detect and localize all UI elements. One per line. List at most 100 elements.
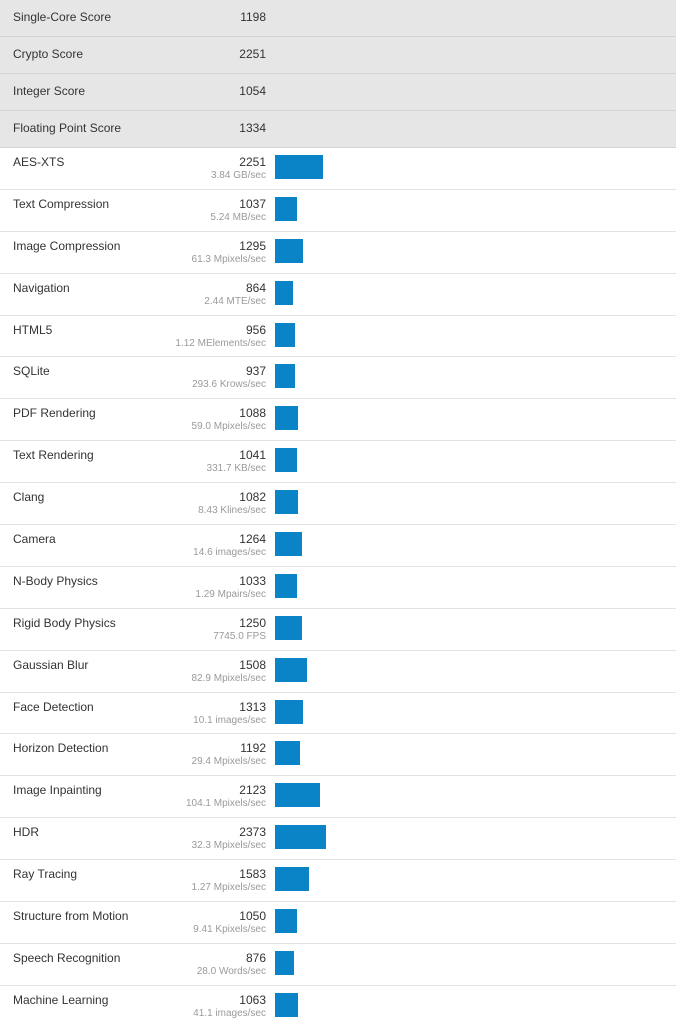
benchmark-name: Text Rendering [13,448,94,463]
benchmark-rate: 9.41 Kpixels/sec [193,924,266,936]
benchmark-name: SQLite [13,364,50,379]
benchmark-name: Ray Tracing [13,867,78,882]
benchmark-name: AES-XTS [13,155,65,169]
benchmark-score: 956 [245,322,266,337]
summary-score: 1198 [240,10,266,24]
benchmark-row[interactable]: Navigation 864 2.44 MTE/sec [0,273,676,316]
summary-score: 1334 [239,121,266,135]
benchmark-rate: 2.44 MTE/sec [204,295,266,307]
benchmark-score: 2373 [239,825,266,840]
benchmark-rate: 1.29 Mpairs/sec [195,588,266,600]
benchmark-name: Machine Learning [13,992,109,1007]
benchmark-row[interactable]: Speech Recognition 876 28.0 Words/sec [0,943,676,986]
benchmark-row[interactable]: SQLite 937 293.6 Krows/sec [0,357,676,400]
benchmark-row[interactable]: Face Detection 1313 10.1 images/sec [0,692,676,735]
benchmark-score: 1313 [239,699,266,714]
benchmark-score-bar [275,280,293,305]
benchmark-score: 1250 [239,615,266,630]
benchmark-rate: 10.1 images/sec [193,714,266,726]
benchmark-score: 1088 [239,406,266,421]
benchmark-row[interactable]: Gaussian Blur 1508 82.9 Mpixels/sec [0,650,676,693]
benchmark-row[interactable]: PDF Rendering 1088 59.0 Mpixels/sec [0,399,676,442]
benchmark-rate: 5.24 MB/sec [210,211,266,223]
benchmark-name: Face Detection [13,699,94,714]
benchmark-section: AES-XTS 2251 3.84 GB/sec Text Compression 10… [0,148,676,1024]
summary-name: Integer Score [13,84,86,98]
benchmark-row[interactable]: Image Compression 1295 61.3 Mpixels/sec [0,231,676,274]
benchmark-row[interactable]: Text Rendering 1041 331.7 KB/sec [0,441,676,484]
benchmark-score-bar [275,741,300,766]
benchmark-rate: 293.6 Krows/sec [192,379,266,391]
benchmark-rate: 14.6 images/sec [193,547,266,559]
benchmark-rate: 3.84 GB/sec [210,170,266,181]
benchmark-name: Gaussian Blur [13,657,89,672]
benchmark-score-bar [275,615,302,640]
benchmark-row[interactable]: N-Body Physics 1033 1.29 Mpairs/sec [0,566,676,609]
benchmark-score: 876 [245,950,266,965]
benchmark-row[interactable]: AES-XTS 2251 3.84 GB/sec [0,148,676,190]
benchmark-score: 1264 [239,532,266,547]
benchmark-name: Horizon Detection [13,741,109,756]
benchmark-score-bar [275,238,303,263]
benchmark-name: Image Inpainting [13,783,102,798]
benchmark-name: Camera [13,532,56,547]
benchmark-rate: 7745.0 FPS [213,630,266,642]
benchmark-name: Structure from Motion [13,909,129,924]
benchmark-score-bar [275,825,326,850]
benchmark-score: 2123 [239,783,266,798]
benchmark-rate: 29.4 Mpixels/sec [191,756,266,768]
benchmark-name: Speech Recognition [13,950,121,965]
benchmark-score-bar [275,406,298,431]
benchmark-row[interactable]: Text Compression 1037 5.24 MB/sec [0,189,676,232]
benchmark-score-bar [275,867,309,892]
summary-name: Crypto Score [13,47,84,61]
summary-name: Floating Point Score [13,121,122,135]
benchmark-rate: 1.27 Mpixels/sec [191,882,266,894]
benchmark-score: 1583 [239,867,266,882]
benchmark-score: 1050 [239,909,266,924]
benchmark-rate: 61.3 Mpixels/sec [191,253,266,265]
benchmark-score-bar [275,322,295,347]
benchmark-score: 1033 [239,573,266,588]
benchmark-score-bar [275,364,295,389]
benchmark-rate: 28.0 Words/sec [196,965,266,977]
benchmark-name: HDR [13,825,39,840]
benchmark-score-bar [275,532,302,557]
benchmark-score: 1192 [240,741,266,756]
summary-section: Single-Core Score 1198 Crypto Score 2251 Int… [0,0,676,148]
benchmark-score: 937 [245,364,266,379]
benchmark-score-bar [275,909,297,934]
benchmark-score: 2251 [239,155,266,169]
benchmark-row[interactable]: Clang 1082 8.43 Klines/sec [0,483,676,526]
benchmark-row[interactable]: Machine Learning 1063 41.1 images/sec [0,985,676,1024]
benchmark-score: 1508 [239,657,266,672]
benchmark-score-bar [275,783,320,808]
benchmark-rate: 8.43 Klines/sec [198,505,266,517]
benchmark-score-bar [275,699,303,724]
benchmark-score: 1041 [239,448,266,463]
benchmark-rate: 32.3 Mpixels/sec [191,840,266,852]
benchmark-name: Text Compression [13,196,110,211]
summary-row: Floating Point Score 1334 [0,111,676,148]
benchmark-score-bar [275,155,323,179]
benchmark-rate: 104.1 Mpixels/sec [185,798,266,810]
benchmark-rate: 82.9 Mpixels/sec [191,672,266,684]
benchmark-row[interactable]: Rigid Body Physics 1250 7745.0 FPS [0,608,676,651]
summary-row: Single-Core Score 1198 [0,0,676,37]
benchmark-score-bar [275,573,297,598]
benchmark-row[interactable]: Ray Tracing 1583 1.27 Mpixels/sec [0,860,676,903]
summary-score: 2251 [239,47,266,61]
benchmark-score: 1037 [239,196,266,211]
benchmark-row[interactable]: Horizon Detection 1192 29.4 Mpixels/sec [0,734,676,777]
benchmark-score: 1063 [239,992,266,1007]
benchmark-score-bar [275,992,298,1017]
benchmark-row[interactable]: Camera 1264 14.6 images/sec [0,525,676,567]
benchmark-row[interactable]: Image Inpainting 2123 104.1 Mpixels/sec [0,776,676,819]
benchmark-row[interactable]: Structure from Motion 1050 9.41 Kpixels/se… [0,902,676,944]
benchmark-name: Clang [13,490,45,505]
benchmark-score-bar [275,490,298,515]
benchmark-row[interactable]: HDR 2373 32.3 Mpixels/sec [0,818,676,861]
benchmark-name: Navigation [13,280,70,295]
benchmark-rate: 59.0 Mpixels/sec [191,421,266,433]
benchmark-row[interactable]: HTML5 956 1.12 MElements/sec [0,315,676,358]
